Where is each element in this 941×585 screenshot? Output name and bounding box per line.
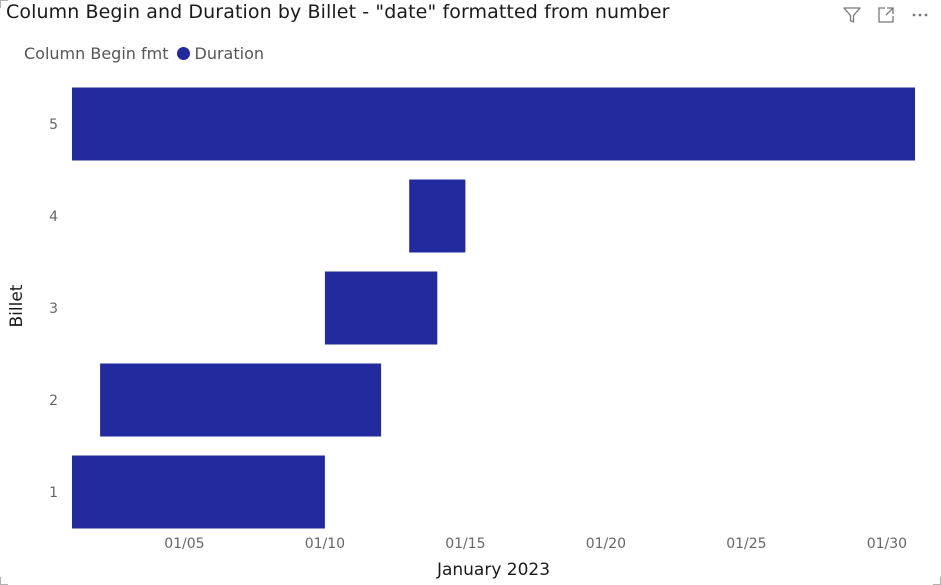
bars-group	[72, 87, 915, 529]
duration-bar-billet-5[interactable]	[72, 87, 915, 161]
x-tick-label: 01/10	[305, 536, 345, 552]
duration-bar-billet-3[interactable]	[324, 271, 438, 345]
legend-title: Column Begin fmt	[24, 44, 169, 63]
y-tick-label: 3	[49, 301, 58, 317]
x-tick-label: 01/15	[445, 536, 485, 552]
chart-title: Column Begin and Duration by Billet - "d…	[6, 1, 670, 23]
filter-icon[interactable]	[841, 4, 863, 26]
x-tick-label: 01/25	[726, 536, 766, 552]
y-tick-label: 4	[49, 209, 58, 225]
y-tick-label: 2	[49, 393, 58, 409]
x-tick-label: 01/30	[867, 536, 907, 552]
x-tick-label: 01/20	[586, 536, 626, 552]
legend-marker-duration	[176, 47, 190, 60]
duration-bar-billet-1[interactable]	[72, 455, 325, 529]
focus-mode-icon[interactable]	[875, 4, 897, 26]
y-tick-label: 5	[49, 117, 58, 133]
duration-bar-billet-2[interactable]	[100, 363, 382, 437]
x-tick-label: 01/05	[164, 536, 204, 552]
more-options-icon[interactable]	[909, 4, 931, 26]
x-axis-ticks: 01/05 01/10 01/15 01/20 01/25 01/30	[164, 536, 907, 552]
y-axis-title: Billet	[7, 284, 27, 327]
legend-label-duration: Duration	[194, 44, 265, 63]
y-axis-ticks: 5 4 3 2 1	[49, 117, 58, 501]
y-tick-label: 1	[49, 485, 58, 501]
duration-bar-billet-4[interactable]	[409, 179, 466, 253]
visual-header-icons	[841, 4, 931, 26]
visual-corner-top-left	[0, 0, 8, 8]
x-axis-title: January 2023	[436, 560, 550, 580]
legend: Column Begin fmt Duration	[24, 44, 264, 63]
